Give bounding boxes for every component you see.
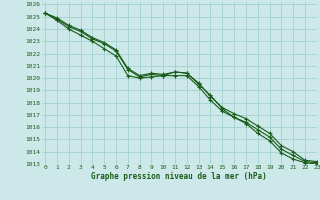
X-axis label: Graphe pression niveau de la mer (hPa): Graphe pression niveau de la mer (hPa) [91, 172, 267, 181]
